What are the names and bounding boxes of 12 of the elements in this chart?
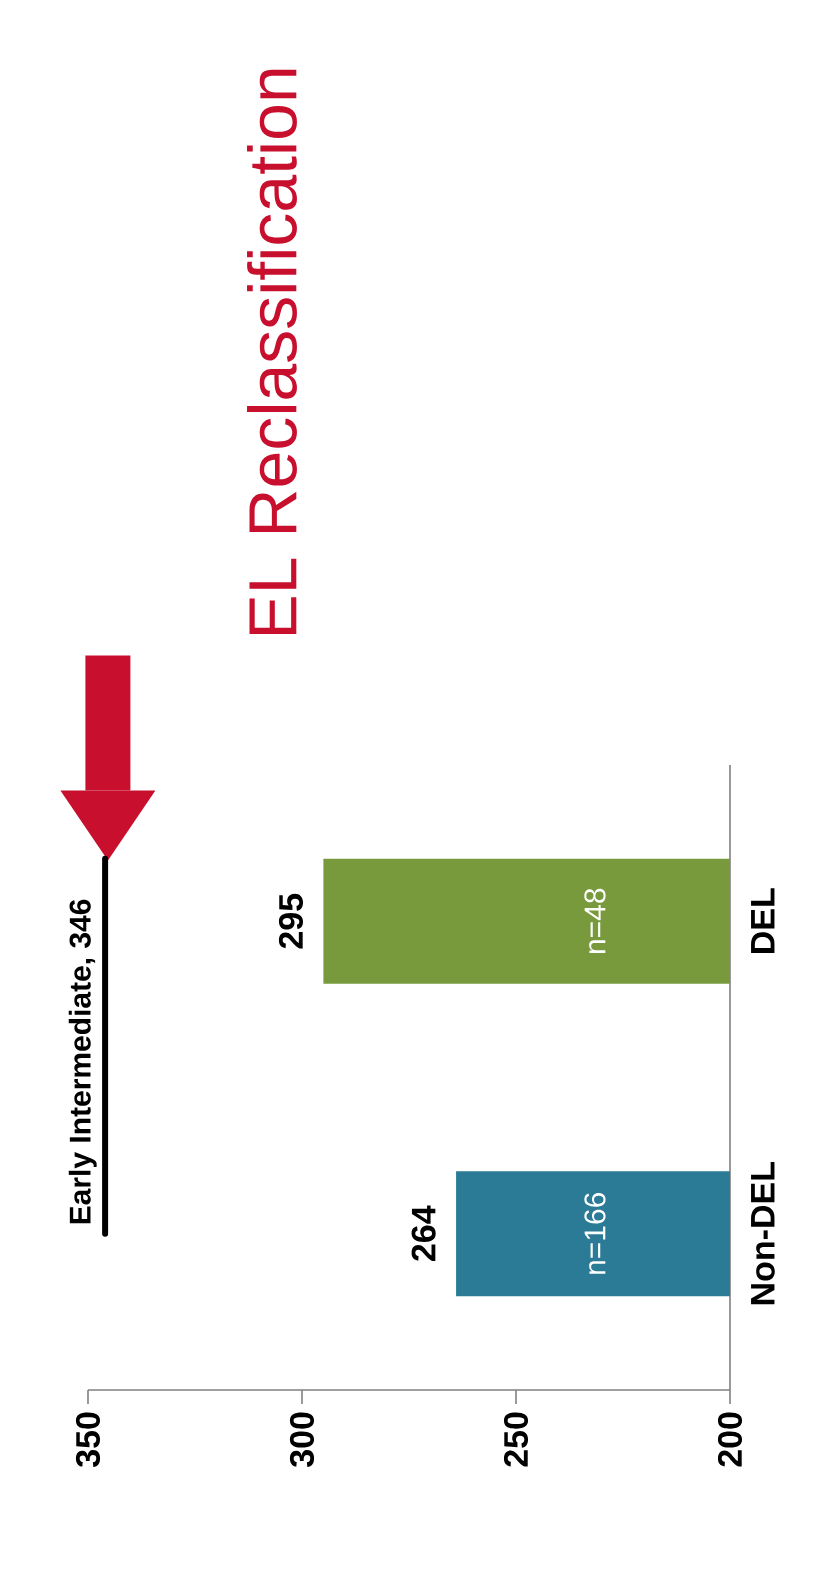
x-tick-label: 250 xyxy=(503,1412,529,1467)
x-tick-label: 300 xyxy=(289,1412,315,1468)
annotation: n=48 xyxy=(584,888,606,954)
y-tick-label: Non-DEL xyxy=(751,1162,775,1305)
annotation: n=166 xyxy=(584,1192,606,1274)
data-label: 264 xyxy=(411,1205,436,1261)
y-tick-label: DEL xyxy=(751,888,775,953)
ref-line-label: Early Intermediate, 346 xyxy=(68,899,97,1224)
data-label: 295 xyxy=(278,893,304,949)
x-tick-label: 200 xyxy=(717,1412,743,1467)
x-tick-label: 350 xyxy=(75,1412,101,1468)
chart-title: EL Reclassification xyxy=(247,69,297,635)
